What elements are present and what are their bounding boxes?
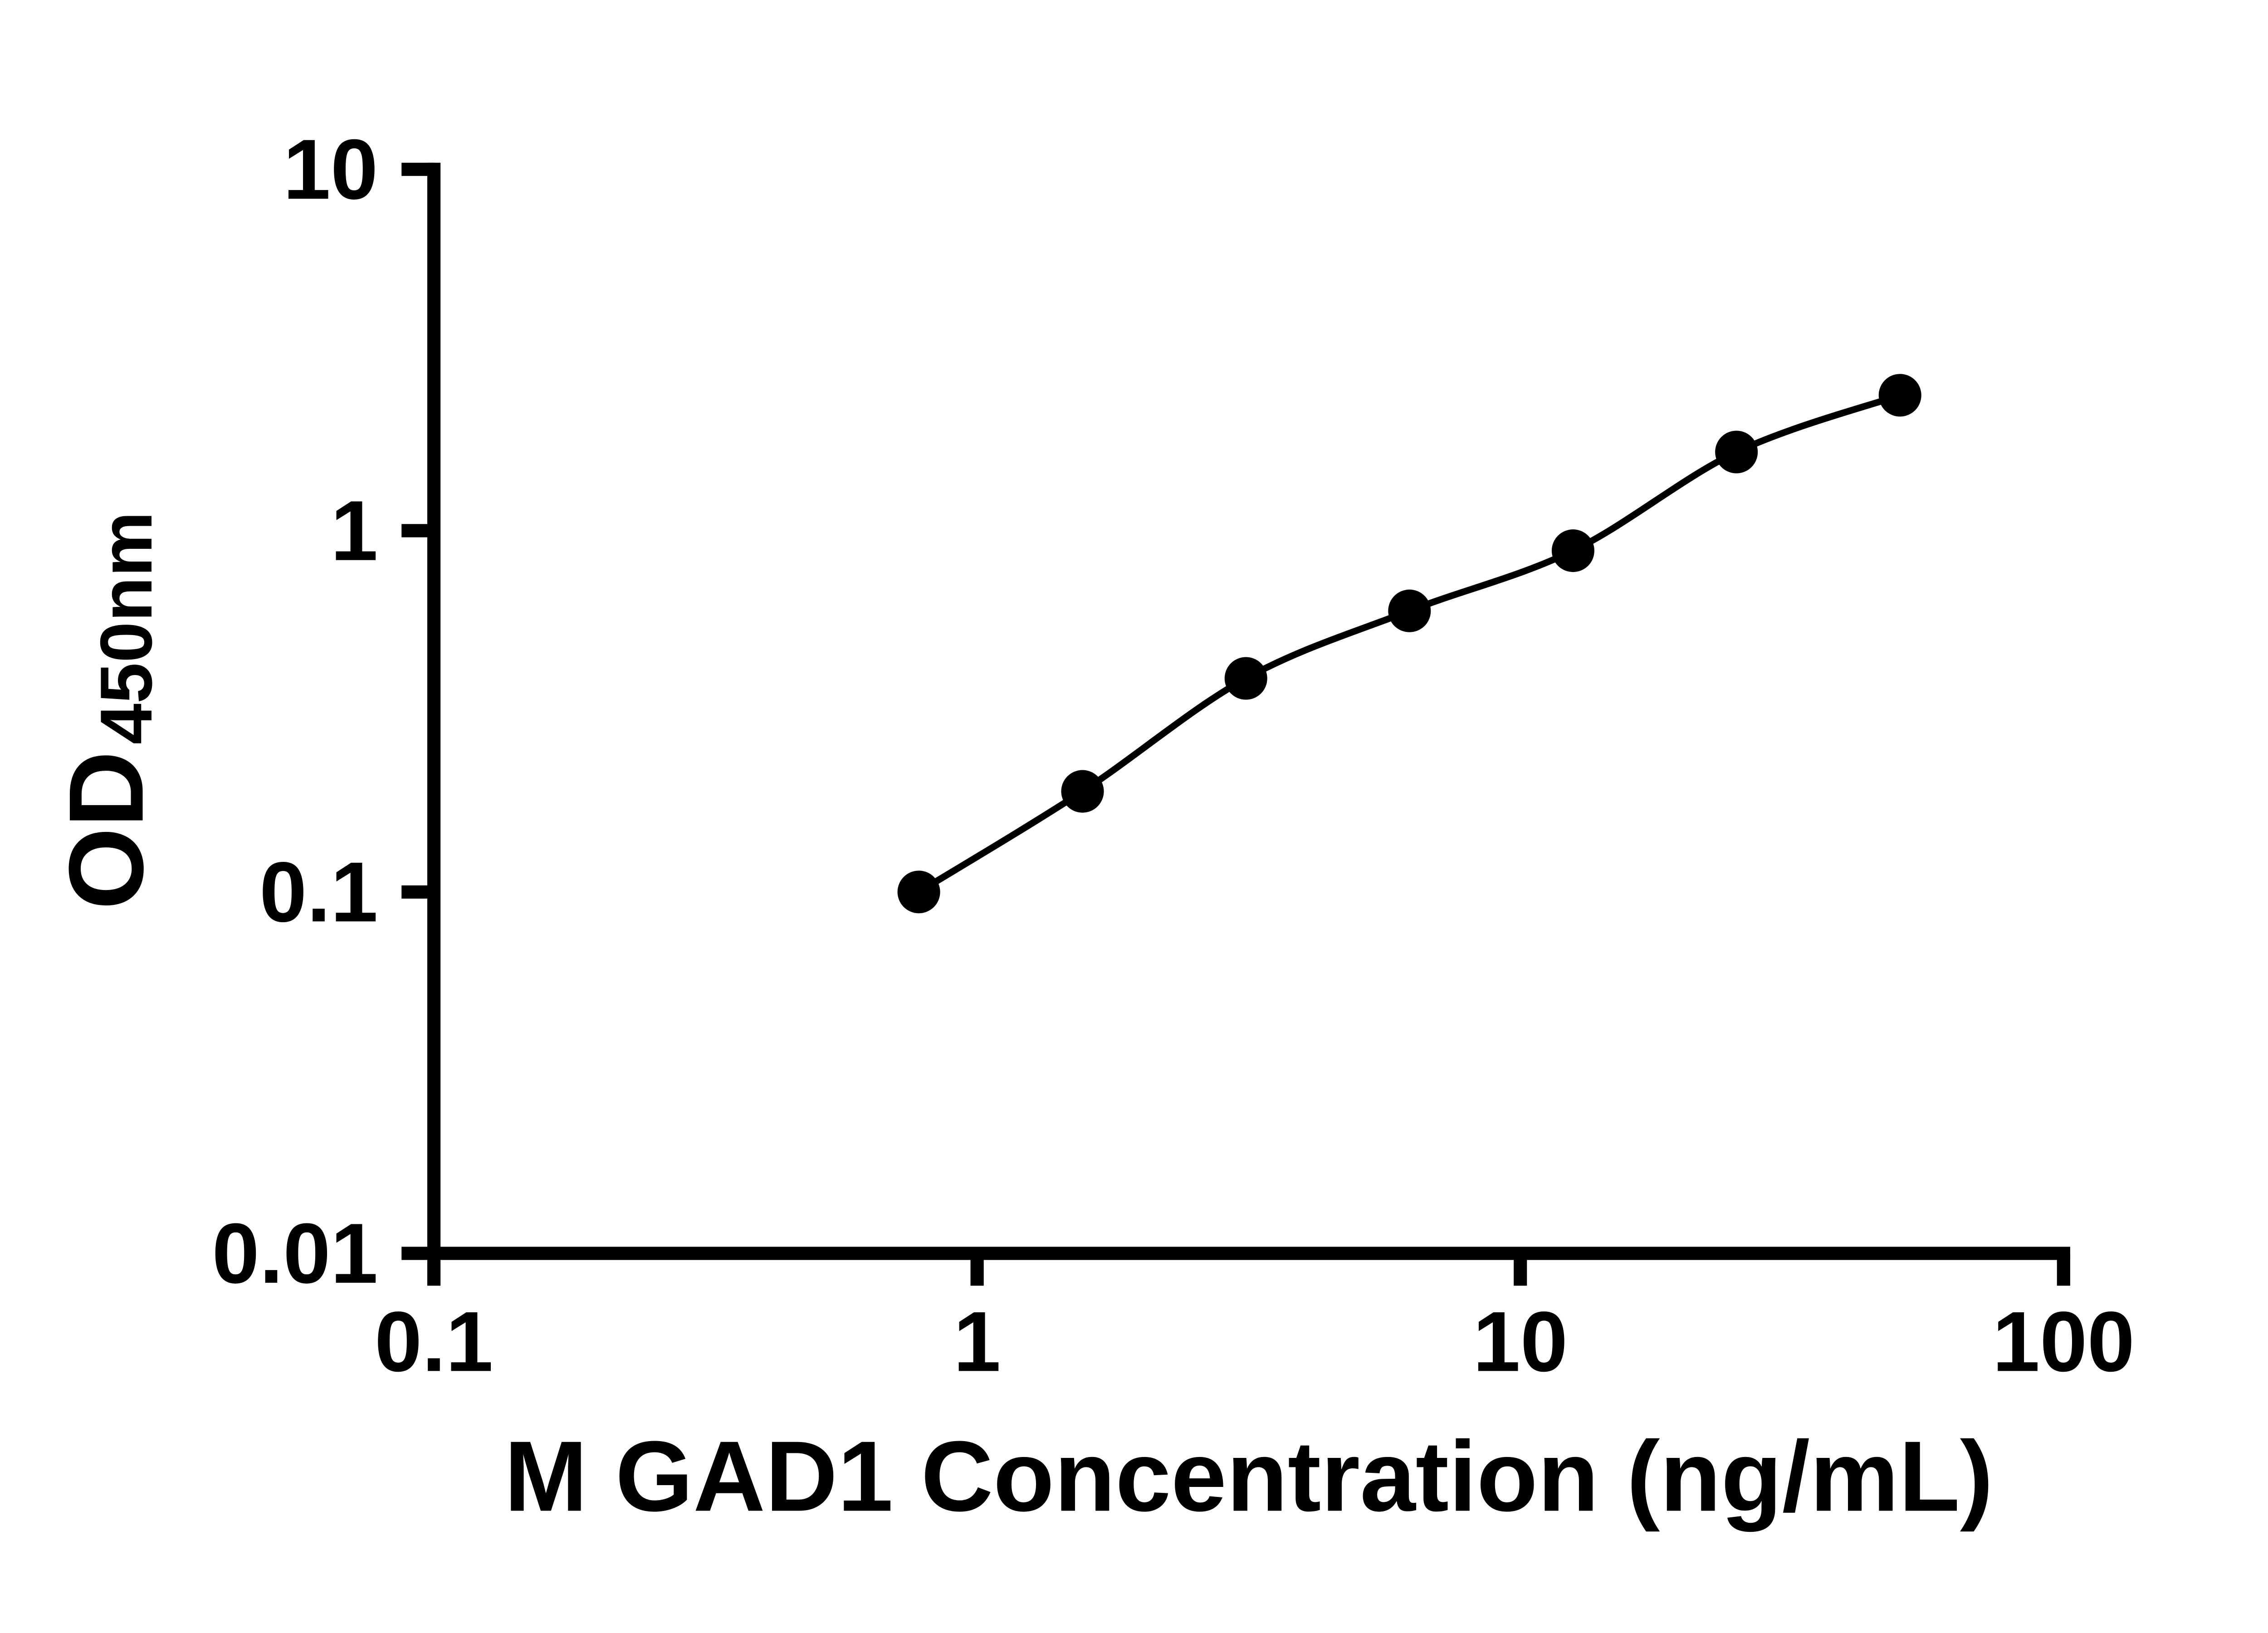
y-tick-label: 0.01 [212, 1206, 378, 1301]
data-point [897, 870, 940, 914]
fit-curve [917, 392, 1901, 895]
data-point [1388, 589, 1431, 632]
axis-spine [427, 162, 2070, 1260]
axis-labels: M GAD1 Concentration (ng/mL) OD 450nm [48, 511, 1994, 1532]
x-tick-label: 0.1 [375, 1294, 493, 1389]
y-axis-label-main: OD [48, 751, 166, 909]
x-tick-label: 100 [1992, 1294, 2135, 1389]
data-point [1878, 374, 1921, 417]
y-tick-label: 1 [331, 483, 378, 578]
data-points [897, 374, 1921, 914]
y-tick-label: 0.1 [259, 844, 378, 939]
y-axis-label-subscript: 450nm [85, 511, 167, 744]
data-point [1551, 529, 1594, 572]
x-tick-label: 10 [1473, 1294, 1568, 1389]
data-point [1061, 770, 1104, 813]
data-point [1224, 657, 1267, 700]
x-tick-label: 1 [953, 1294, 1001, 1389]
standard-curve-line [917, 392, 1901, 895]
x-axis-label: M GAD1 Concentration (ng/mL) [504, 1420, 1994, 1532]
y-axis-label: OD 450nm [48, 511, 167, 909]
y-tick-label: 10 [283, 122, 378, 217]
data-point [1715, 430, 1758, 474]
